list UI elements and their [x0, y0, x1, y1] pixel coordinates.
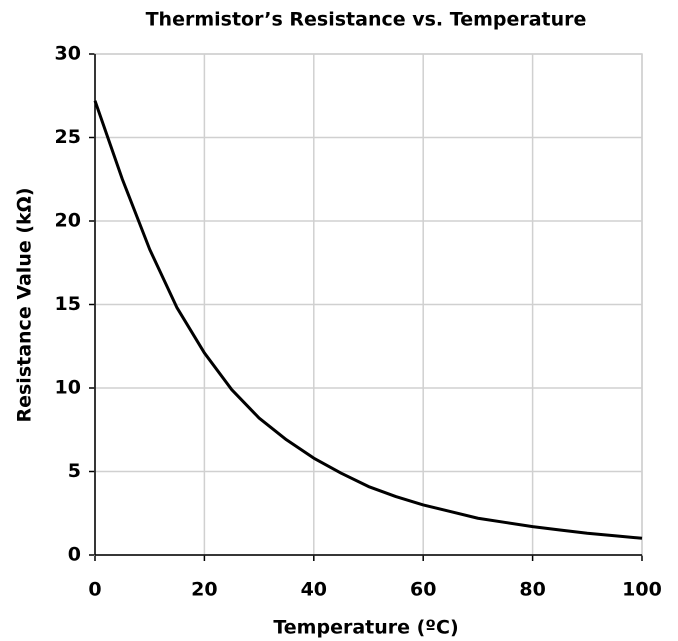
- x-tick-label: 40: [301, 579, 327, 601]
- x-tick-label: 100: [622, 579, 662, 601]
- y-tick-label: 30: [55, 43, 81, 65]
- x-tick-label: 20: [191, 579, 217, 601]
- y-tick-label: 5: [68, 460, 81, 482]
- x-tick-label: 80: [519, 579, 545, 601]
- y-tick-label: 20: [55, 210, 81, 232]
- x-tick-label: 60: [410, 579, 436, 601]
- y-tick-label: 25: [55, 126, 81, 148]
- data-line: [93, 100, 643, 540]
- x-tick-label: 0: [88, 579, 101, 601]
- x-axis-title: Temperature (ºC): [273, 617, 458, 639]
- y-axis-title: Resistance Value (kΩ): [14, 187, 36, 422]
- y-tick-label: 10: [55, 377, 81, 399]
- chart-title: Thermistor’s Resistance vs. Temperature: [146, 9, 587, 31]
- y-tick-label: 0: [68, 544, 81, 566]
- y-tick-label: 15: [55, 293, 81, 315]
